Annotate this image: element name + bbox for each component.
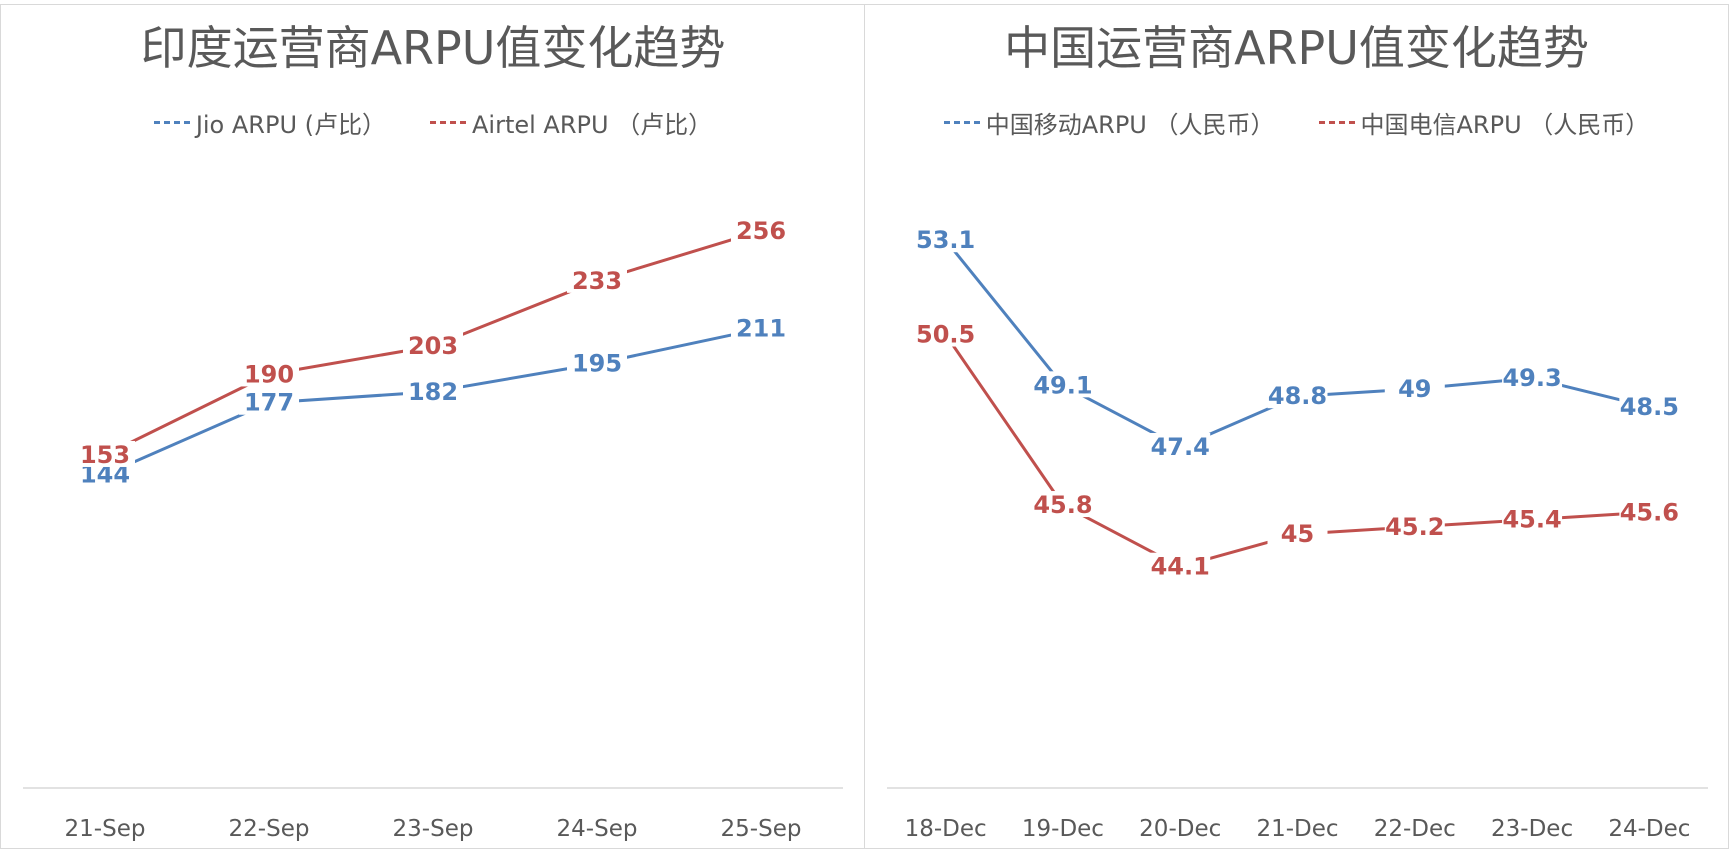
x-tick-label: 23-Dec [1491, 816, 1573, 842]
chart-legend: Jio ARPU (卢比） Airtel ARPU （卢比） [1, 105, 865, 140]
data-label-background [1619, 498, 1680, 525]
legend-swatch-china-telecom [1318, 121, 1355, 124]
data-label: 153 [80, 441, 130, 469]
data-label: 47.4 [1151, 433, 1210, 461]
data-label-background [915, 320, 976, 347]
data-label: 195 [572, 350, 622, 378]
data-label: 48.5 [1620, 393, 1679, 421]
legend-label-jio: Jio ARPU (卢比） [195, 111, 386, 139]
legend-swatch-airtel [430, 121, 466, 124]
data-label: 48.8 [1268, 382, 1327, 410]
data-label-background [1619, 393, 1680, 420]
chart-title: 中国运营商ARPU值变化趋势 [1004, 21, 1589, 75]
legend-label-china-telecom: 中国电信ARPU （人民币） [1360, 111, 1650, 139]
legend-swatch-china-mobile [943, 121, 980, 124]
data-label-background [915, 226, 976, 253]
data-label-background [1032, 491, 1093, 518]
chart-title: 印度运营商ARPU值变化趋势 [140, 21, 726, 75]
legend-label-china-mobile: 中国移动ARPU （人民币） [985, 111, 1275, 139]
x-tick-label: 20-Dec [1139, 816, 1221, 842]
data-label-background [239, 388, 299, 415]
data-label: 45.2 [1385, 513, 1444, 541]
data-label-background [1150, 432, 1211, 459]
x-tick-label: 24-Dec [1608, 816, 1690, 842]
x-tick-label: 23-Sep [393, 816, 474, 842]
china-arpu-chart: 中国运营商ARPU值变化趋势 中国移动ARPU （人民币） 中国电信ARPU （… [864, 4, 1729, 849]
x-tick-label: 22-Sep [229, 816, 310, 842]
data-label: 45.4 [1502, 506, 1561, 534]
data-label-background [731, 216, 791, 243]
data-label-background [1502, 505, 1563, 532]
data-label: 53.1 [916, 226, 975, 254]
data-label-background [1502, 364, 1563, 391]
data-label-background [1267, 520, 1328, 547]
data-label-background [75, 440, 135, 467]
legend-item-china-mobile: 中国移动ARPU （人民币） [943, 105, 1275, 140]
x-tick-label: 25-Sep [721, 816, 802, 842]
data-label: 49.1 [1033, 371, 1092, 399]
data-label-background [731, 314, 791, 341]
legend-swatch-jio [153, 121, 190, 124]
data-label: 182 [408, 378, 458, 406]
data-label: 233 [572, 267, 622, 295]
chart-legend: 中国移动ARPU （人民币） 中国电信ARPU （人民币） [865, 105, 1728, 140]
data-label: 190 [244, 360, 294, 388]
x-tick-label: 21-Sep [65, 816, 146, 842]
data-label: 177 [244, 389, 294, 417]
data-label: 49.3 [1502, 364, 1561, 392]
data-label-background [403, 332, 463, 359]
india-arpu-chart: 印度运营商ARPU值变化趋势 Jio ARPU (卢比） Airtel ARPU… [0, 4, 866, 849]
data-label: 256 [736, 217, 786, 245]
data-label-background [1267, 382, 1328, 409]
data-label: 49 [1398, 375, 1431, 403]
legend-label-airtel: Airtel ARPU （卢比） [472, 111, 713, 139]
data-label: 50.5 [916, 321, 975, 349]
series-line-1 [944, 239, 1650, 449]
data-label: 211 [736, 315, 786, 343]
data-label: 45.8 [1033, 491, 1092, 519]
plot-area: 18-Dec 19-Dec 20-Dec 21-Dec 22-Dec 23-Dec 24-D… [887, 226, 1708, 842]
x-tick-label: 22-Dec [1374, 816, 1456, 842]
legend-item-china-telecom: 中国电信ARPU （人民币） [1318, 105, 1650, 140]
data-label-background [1384, 374, 1445, 401]
data-label-background [1150, 552, 1211, 579]
data-label-background [1384, 512, 1445, 539]
x-tick-label: 18-Dec [905, 816, 987, 842]
x-tick-label: 19-Dec [1022, 816, 1104, 842]
data-label-background [567, 349, 627, 376]
data-label: 203 [408, 332, 458, 360]
data-label: 45 [1281, 520, 1314, 548]
data-label-background [1032, 371, 1093, 398]
data-label-background [567, 266, 627, 293]
legend-item-airtel: Airtel ARPU （卢比） [430, 105, 712, 140]
data-label-background [403, 377, 463, 404]
x-tick-label: 24-Sep [557, 816, 638, 842]
legend-item-jio: Jio ARPU (卢比） [153, 105, 386, 140]
data-label: 44.1 [1151, 553, 1210, 581]
data-label-background [239, 360, 299, 387]
x-tick-label: 21-Dec [1256, 816, 1338, 842]
data-label: 45.6 [1620, 498, 1679, 526]
